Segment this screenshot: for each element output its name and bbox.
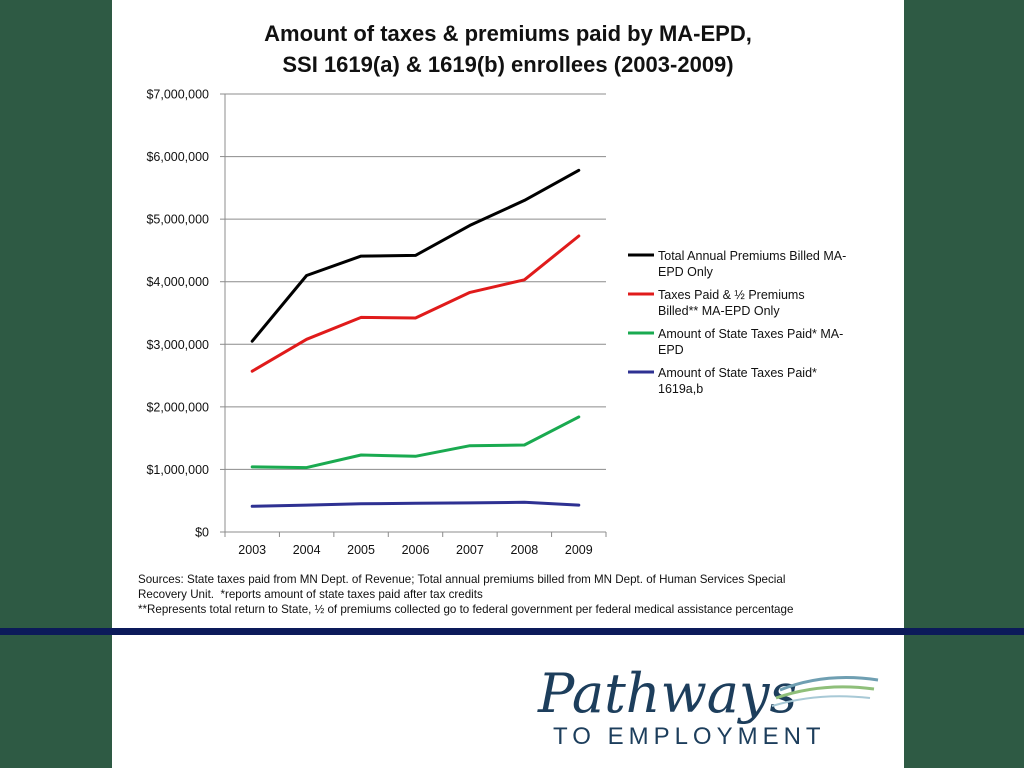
series-line — [250, 500, 581, 508]
logo-subtext: TO EMPLOYMENT — [553, 723, 826, 750]
x-tick-label: 2008 — [510, 543, 538, 557]
series-line — [250, 234, 581, 373]
series-line — [250, 415, 581, 470]
footer-panel — [112, 635, 904, 768]
y-tick-label: $7,000,000 — [146, 88, 209, 102]
y-tick-label: $0 — [195, 526, 209, 540]
gridlines — [225, 93, 606, 470]
chart-title-line-1: Amount of taxes & premiums paid by MA-EP… — [264, 21, 752, 46]
logo-swoosh-1 — [779, 676, 879, 692]
x-tick-label: 2009 — [565, 543, 593, 557]
sources-line-1: Sources: State taxes paid from MN Dept. … — [138, 573, 786, 586]
x-tick-label: 2003 — [238, 543, 266, 557]
legend-label: Taxes Paid & ½ Premiums — [658, 288, 805, 302]
legend-label: Amount of State Taxes Paid* MA- — [658, 327, 843, 341]
y-tick-label: $5,000,000 — [146, 213, 209, 227]
legend-label: 1619a,b — [658, 382, 703, 396]
sources-line-3: **Represents total return to State, ½ of… — [138, 603, 794, 616]
y-tick-label: $3,000,000 — [146, 338, 209, 352]
slide-content-panel — [112, 0, 904, 630]
x-axis-tick-labels: 2003 2004 2005 2006 2007 2008 2009 — [238, 543, 592, 557]
logo-script-text: Pathways — [537, 662, 797, 725]
divider-rule — [0, 628, 1024, 635]
series-line — [250, 168, 581, 343]
x-tick-label: 2006 — [402, 543, 430, 557]
legend-label: EPD — [658, 343, 684, 357]
logo-swoosh-3 — [771, 695, 871, 707]
sources-line-2: Recovery Unit. *reports amount of state … — [138, 588, 483, 601]
legend-label: Billed** MA-EPD Only — [658, 304, 780, 318]
y-tick-label: $4,000,000 — [146, 275, 209, 289]
series-lines — [250, 168, 581, 508]
y-axis-tick-labels: $0 $1,000,000 $2,000,000 $3,000,000 $4,000,0… — [146, 88, 209, 540]
x-tick-label: 2004 — [293, 543, 321, 557]
sources-note: Sources: State taxes paid from MN Dept. … — [138, 572, 878, 617]
legend: Total Annual Premiums Billed MA- EPD Only… — [628, 249, 846, 396]
chart-title-line-2: SSI 1619(a) & 1619(b) enrollees (2003-20… — [282, 52, 733, 77]
y-tick-label: $1,000,000 — [146, 463, 209, 477]
x-tick-label: 2005 — [347, 543, 375, 557]
x-tick-label: 2007 — [456, 543, 484, 557]
legend-label: EPD Only — [658, 265, 714, 279]
axes — [220, 93, 607, 537]
y-tick-label: $2,000,000 — [146, 400, 209, 414]
legend-label: Total Annual Premiums Billed MA- — [658, 249, 846, 263]
chart: Amount of taxes & premiums paid by MA-EP… — [146, 21, 846, 557]
legend-label: Amount of State Taxes Paid* — [658, 366, 817, 380]
y-tick-label: $6,000,000 — [146, 150, 209, 164]
logo-swoosh-2 — [775, 685, 875, 700]
